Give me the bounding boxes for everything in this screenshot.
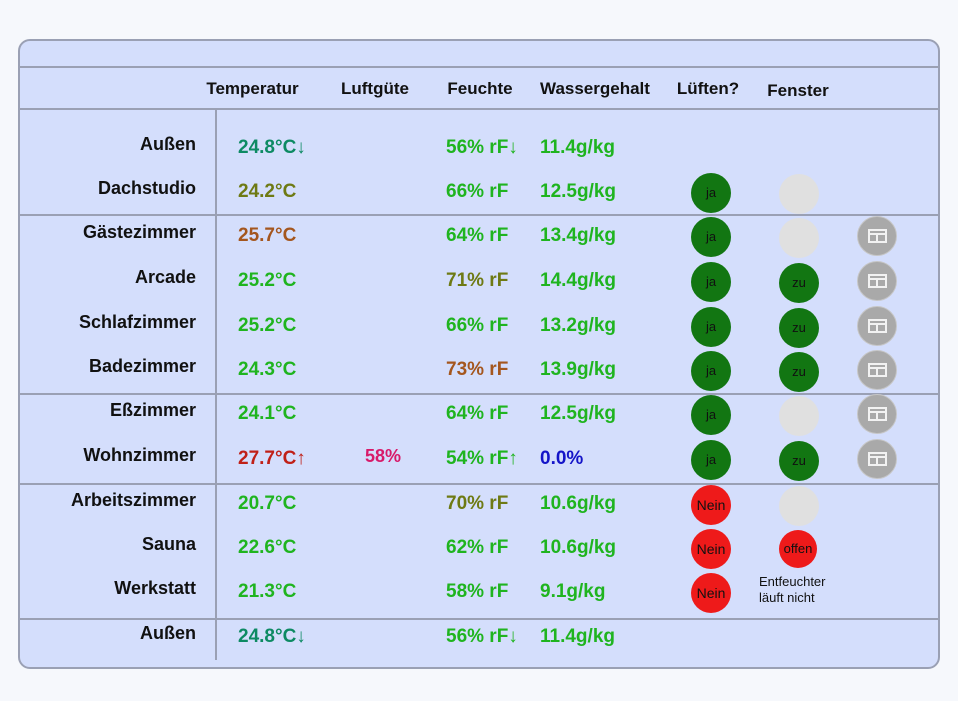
divider: [20, 214, 938, 216]
water-content-value: 12.5g/kg: [540, 181, 617, 202]
note-line: läuft nicht: [759, 590, 815, 605]
window-state-indicator: zu: [779, 352, 819, 392]
window-state-indicator: zu: [779, 263, 819, 303]
room-label: Badezimmer: [88, 356, 196, 376]
window-state-indicator: [779, 396, 819, 436]
window-icon: [868, 363, 887, 377]
temperature-value: 24.2°C: [238, 181, 297, 202]
humidity-value: 62% rF: [446, 537, 509, 558]
header-fenster: Fenster: [767, 81, 829, 100]
room-label: Gästezimmer: [82, 222, 196, 242]
room-label: Außen: [140, 623, 196, 643]
ventilate-indicator: ja: [691, 440, 731, 480]
header-luftguete: Luftgüte: [341, 79, 409, 98]
temperature-value: 24.3°C: [238, 359, 297, 380]
ventilate-indicator: ja: [691, 395, 731, 435]
window-control-button[interactable]: [857, 350, 897, 390]
room-column-divider: [215, 108, 217, 660]
divider: [20, 66, 938, 68]
divider: [20, 483, 938, 485]
humidity-value: 54% rF↑: [446, 448, 518, 469]
temperature-value: 24.8°C↓: [238, 137, 306, 158]
temperature-value: 20.7°C: [238, 493, 297, 514]
room-label: Außen: [140, 134, 196, 154]
temperature-value: 25.2°C: [238, 270, 297, 291]
divider: [20, 393, 938, 395]
window-control-button[interactable]: [857, 261, 897, 301]
temperature-value: 25.2°C: [238, 315, 297, 336]
room-label: Sauna: [141, 534, 196, 554]
room-label: Arcade: [134, 267, 196, 287]
temperature-value: 24.1°C: [238, 403, 297, 424]
water-content-value: 13.2g/kg: [540, 315, 617, 336]
temperature-value: 21.3°C: [238, 581, 297, 602]
temperature-value: 27.7°C↑: [238, 448, 306, 469]
water-content-value: 9.1g/kg: [540, 581, 606, 602]
window-icon: [868, 274, 887, 288]
header-lueften: Lüften?: [676, 79, 740, 98]
air-quality-value: 58%: [365, 446, 402, 466]
climate-panel: Temperatur Luftgüte Feuchte Wassergehalt…: [18, 39, 940, 669]
window-icon: [868, 407, 887, 421]
room-label: Schlafzimmer: [78, 312, 196, 332]
window-state-indicator: [779, 218, 819, 258]
window-control-button[interactable]: [857, 306, 897, 346]
window-control-button[interactable]: [857, 439, 897, 479]
room-label: Arbeitszimmer: [70, 490, 196, 510]
temperature-value: 22.6°C: [238, 537, 297, 558]
humidity-value: 64% rF: [446, 403, 509, 424]
window-control-button[interactable]: [857, 394, 897, 434]
humidity-value: 56% rF↓: [446, 137, 518, 158]
water-content-value: 10.6g/kg: [540, 537, 617, 558]
water-content-value: 14.4g/kg: [540, 270, 617, 291]
ventilate-indicator: ja: [691, 262, 731, 302]
ventilate-indicator: ja: [691, 217, 731, 257]
header-wassergehalt: Wassergehalt: [540, 79, 650, 98]
humidity-value: 71% rF: [446, 270, 509, 291]
note-line: Entfeuchter: [759, 574, 826, 589]
ventilate-indicator: Nein: [691, 485, 731, 525]
ventilate-indicator: ja: [691, 351, 731, 391]
temperature-value: 25.7°C: [238, 225, 297, 246]
window-icon: [868, 452, 887, 466]
divider: [20, 618, 938, 620]
humidity-value: 64% rF: [446, 225, 509, 246]
ventilate-indicator: Nein: [691, 573, 731, 613]
ventilate-indicator: Nein: [691, 529, 731, 569]
humidity-value: 58% rF: [446, 581, 509, 602]
room-label: Dachstudio: [97, 178, 196, 198]
water-content-value: 11.4g/kg: [540, 626, 615, 647]
header-temperatur: Temperatur: [206, 79, 299, 98]
humidity-value: 73% rF: [446, 359, 509, 380]
header-feuchte: Feuchte: [447, 79, 513, 98]
ventilate-indicator: ja: [691, 307, 731, 347]
dehumidifier-note: Entfeuchter läuft nicht: [759, 574, 826, 606]
room-label: Wohnzimmer: [83, 445, 196, 465]
window-icon: [868, 229, 887, 243]
water-content-value: 13.9g/kg: [540, 359, 617, 380]
room-label: Eßzimmer: [109, 400, 196, 420]
humidity-value: 70% rF: [446, 493, 509, 514]
window-icon: [868, 319, 887, 333]
window-state-indicator: [779, 486, 819, 526]
water-content-value: 0.0%: [540, 448, 584, 469]
divider: [20, 108, 938, 110]
water-content-value: 12.5g/kg: [540, 403, 617, 424]
window-state-indicator: offen: [779, 530, 817, 568]
water-content-value: 13.4g/kg: [540, 225, 617, 246]
window-state-indicator: [779, 174, 819, 214]
humidity-value: 66% rF: [446, 181, 509, 202]
window-state-indicator: zu: [779, 441, 819, 481]
window-control-button[interactable]: [857, 216, 897, 256]
room-label: Werkstatt: [114, 578, 196, 598]
humidity-value: 56% rF↓: [446, 626, 518, 647]
humidity-value: 66% rF: [446, 315, 509, 336]
temperature-value: 24.8°C↓: [238, 626, 306, 647]
water-content-value: 10.6g/kg: [540, 493, 617, 514]
ventilate-indicator: ja: [691, 173, 731, 213]
window-state-indicator: zu: [779, 308, 819, 348]
water-content-value: 11.4g/kg: [540, 137, 615, 158]
